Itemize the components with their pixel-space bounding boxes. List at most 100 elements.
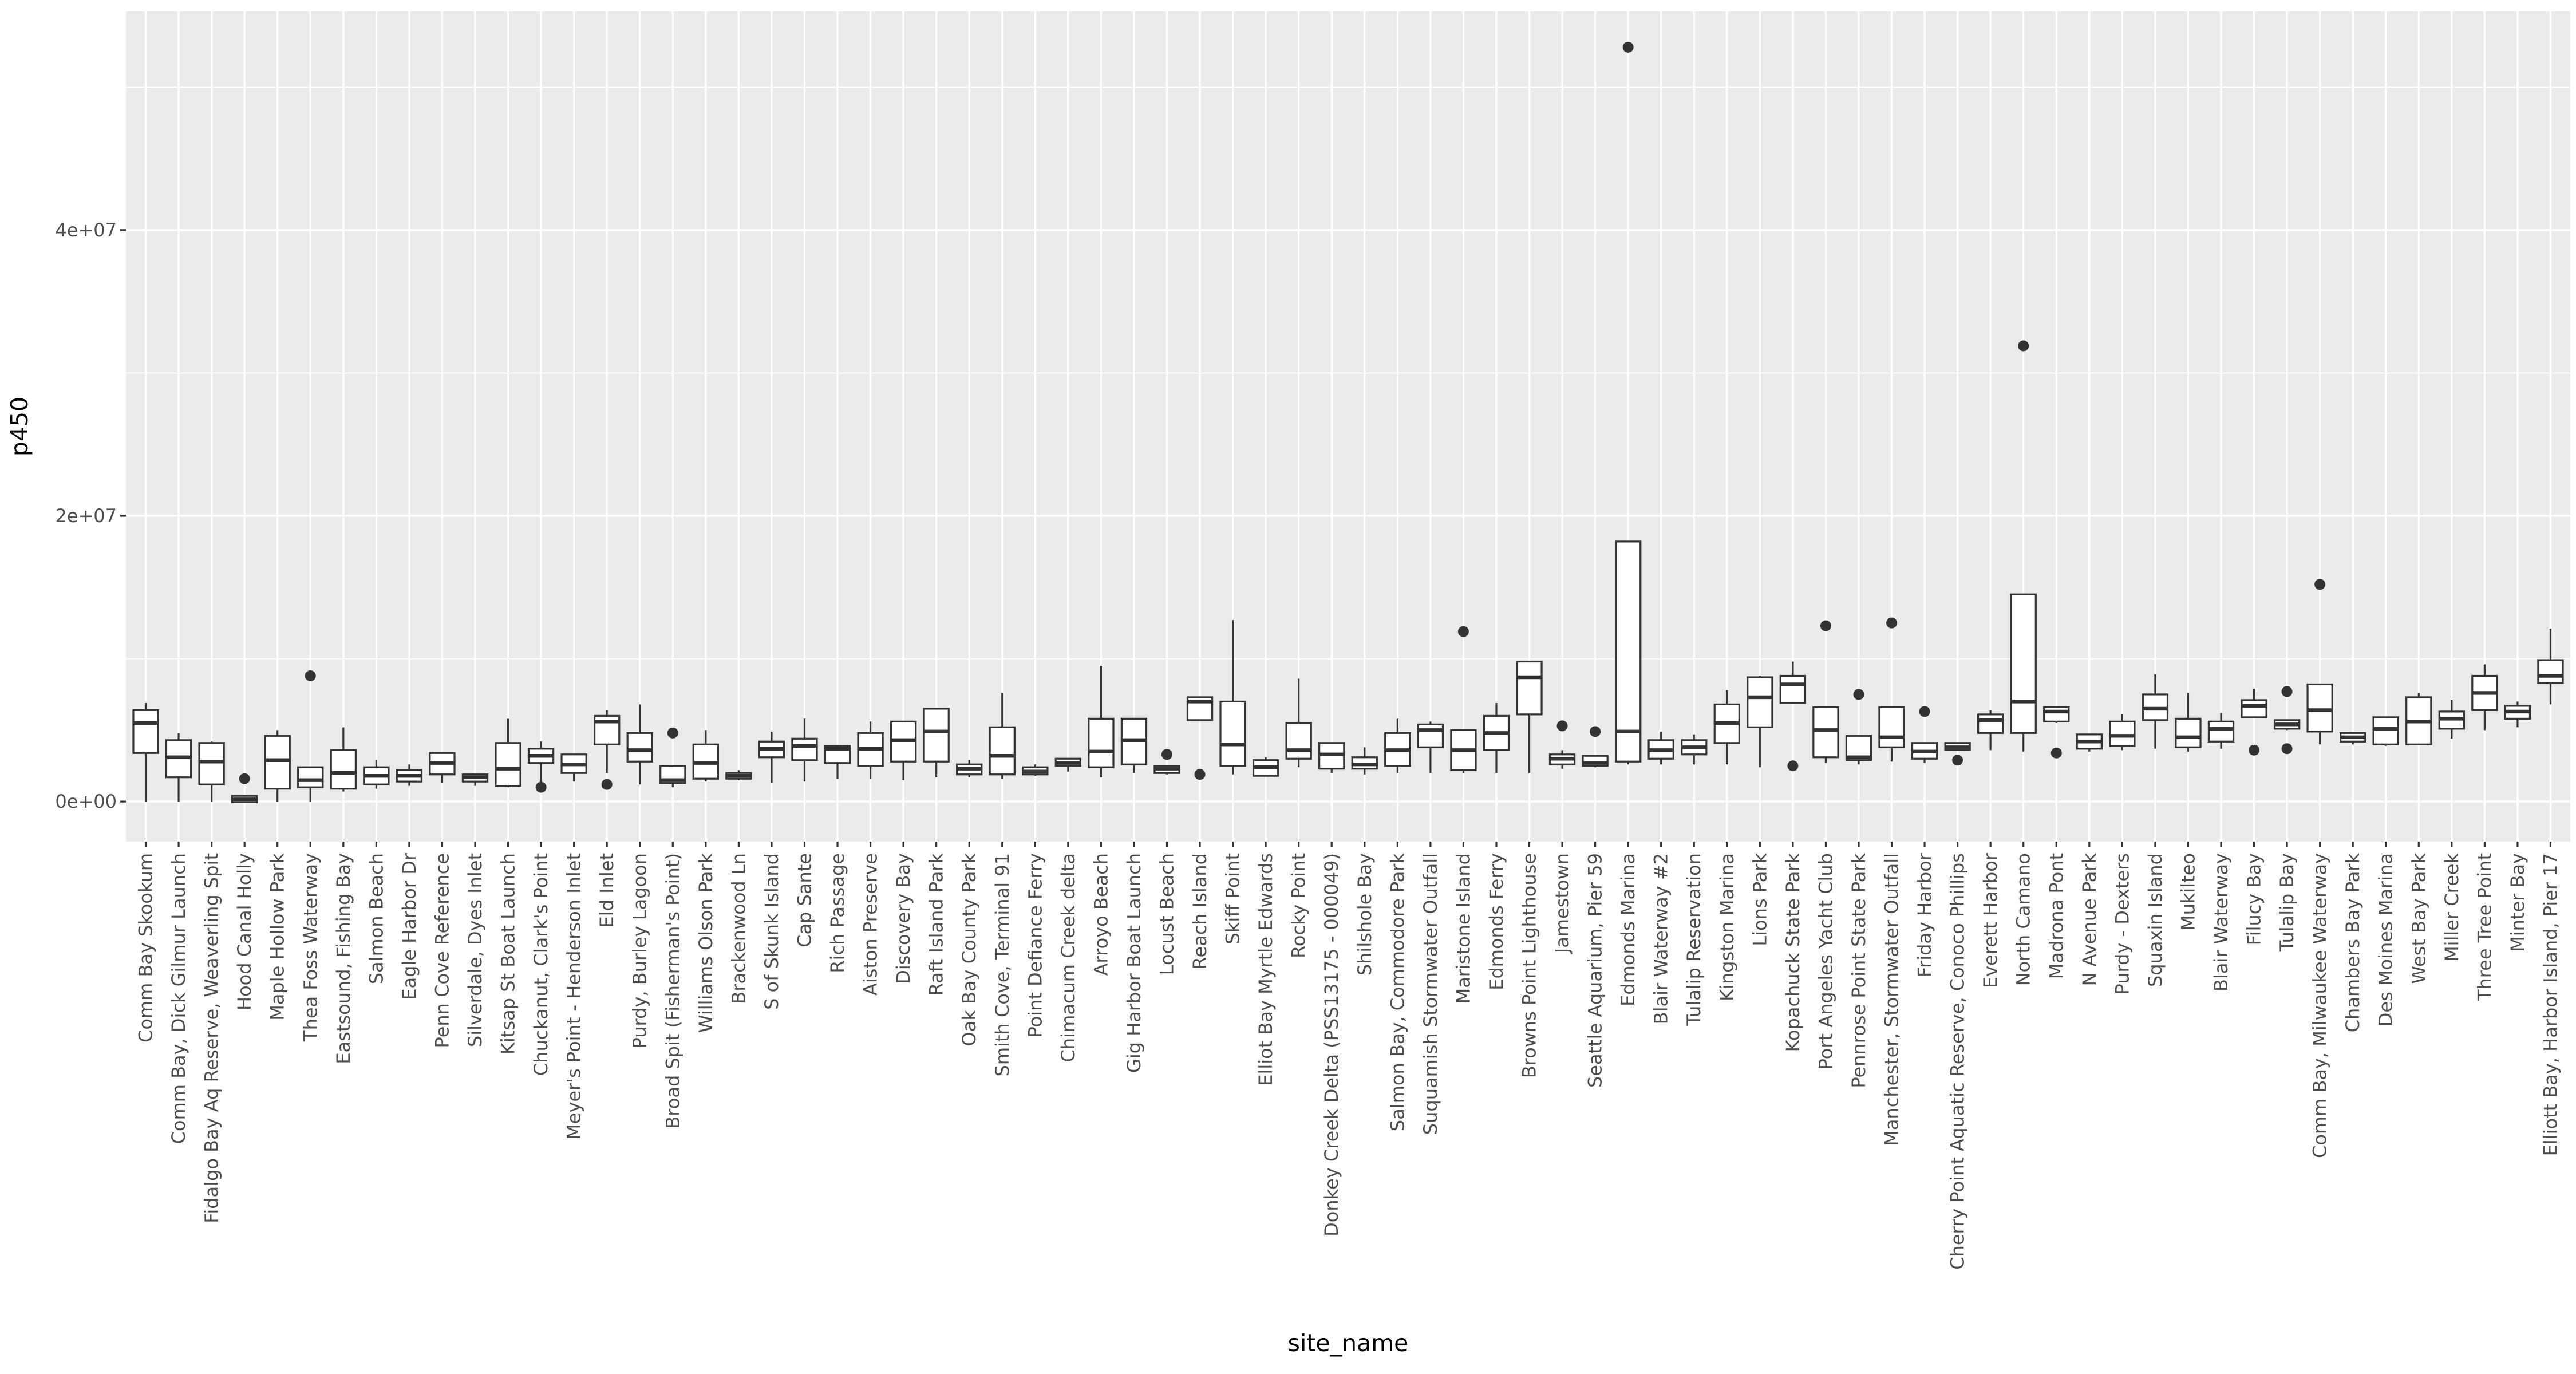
x-tick-label: Locust Beach	[1156, 853, 1178, 975]
box-43	[1516, 660, 1543, 773]
outlier-point	[1787, 760, 1799, 772]
box-11	[461, 773, 489, 786]
x-tick-label: Blair Waterway #2	[1650, 853, 1672, 1024]
outlier-point	[305, 670, 316, 681]
x-tick-label: Elliott Bay, Harbor Island, Pier 17	[2539, 853, 2561, 1156]
outlier-point	[535, 781, 547, 793]
box-13	[527, 741, 555, 793]
x-tick-label: Comm Bay, Dick Gilmur Launch	[168, 853, 189, 1144]
x-tick-label: Brackenwood Ln	[728, 853, 749, 1004]
box-4	[231, 773, 258, 803]
box-iqr	[1516, 660, 1543, 716]
outlier-point	[1194, 769, 1206, 780]
x-tick-label: Skiff Point	[1222, 853, 1244, 944]
box-45	[1582, 726, 1609, 768]
x-tick-label: Mukilteo	[2177, 853, 2199, 931]
box-24	[890, 720, 917, 780]
x-tick-label: Fidalgo Bay Aq Reserve, Weaverling Spit	[201, 853, 223, 1223]
box-iqr	[923, 708, 950, 763]
x-tick-label: Salmon Bay, Commodore Park	[1386, 853, 1408, 1132]
box-iqr	[1219, 700, 1246, 767]
x-tick-label: Eld Inlet	[596, 853, 618, 927]
box-63	[2175, 693, 2202, 752]
x-tick-label: Rich Passage	[827, 853, 848, 973]
x-tick-label: Rocky Point	[1288, 853, 1310, 958]
box-54	[1878, 617, 1905, 762]
outlier-point	[1622, 41, 1634, 53]
x-tick-label: Purdy, Burley Lagoon	[629, 853, 651, 1048]
box-14	[560, 753, 587, 782]
x-tick-label: Kingston Marina	[1716, 853, 1738, 1001]
outlier-point	[1820, 620, 1831, 631]
x-tick-label: Comm Bay Skookum	[135, 853, 157, 1043]
x-tick-label: Gig Harbor Boat Launch	[1123, 853, 1145, 1073]
box-30	[1088, 666, 1115, 777]
box-iqr	[1747, 676, 1773, 728]
box-40	[1417, 721, 1444, 773]
x-tick-label: Kitsap St Boat Launch	[497, 853, 519, 1055]
outlier-point	[2249, 744, 2260, 756]
box-31	[1120, 717, 1148, 773]
outlier-point	[2281, 743, 2293, 755]
box-iqr	[2043, 706, 2070, 722]
box-52	[1812, 620, 1839, 763]
box-23	[857, 721, 884, 779]
box-19	[725, 770, 752, 780]
box-iqr	[1878, 706, 1905, 748]
outlier-point	[1853, 689, 1864, 700]
box-67	[2306, 579, 2333, 745]
x-tick-label: Donkey Creek Delta (PSS13175 - 000049)	[1321, 853, 1342, 1237]
x-tick-label: Raft Island Park	[926, 853, 947, 996]
x-tick-label: Discovery Bay	[892, 853, 914, 984]
x-tick-label: Arroyo Beach	[1090, 853, 1112, 976]
box-60	[2076, 733, 2103, 752]
x-axis-title: site_name	[1288, 1329, 1409, 1357]
x-tick-label: Reach Island	[1189, 853, 1211, 969]
x-tick-label: Pennrose Point State Park	[1848, 853, 1870, 1088]
outlier-point	[2314, 579, 2326, 590]
x-tick-label: Tulalip Bay	[2276, 853, 2298, 952]
box-iqr	[330, 749, 357, 790]
x-tick-label: North Camano	[2013, 853, 2034, 986]
box-iqr	[2010, 593, 2037, 734]
y-axis-title: p450	[6, 397, 33, 456]
box-44	[1548, 720, 1576, 769]
outlier-point	[1919, 706, 1930, 717]
x-tick-label: S of Skunk Island	[761, 853, 783, 1010]
box-47	[1647, 731, 1674, 765]
box-28	[1022, 764, 1049, 776]
box-iqr	[264, 735, 291, 790]
box-iqr	[1779, 674, 1807, 704]
x-tick-label: Kopachuck State Park	[1782, 853, 1804, 1052]
box-iqr	[1088, 717, 1115, 768]
box-iqr	[132, 709, 159, 754]
x-tick-label: Chambers Bay Park	[2342, 853, 2364, 1033]
x-tick-label: Minter Bay	[2507, 853, 2528, 952]
outlier-point	[601, 779, 613, 790]
box-57	[1977, 710, 2004, 751]
outlier-point	[1590, 726, 1601, 737]
x-tick-label: N Avenue Park	[2079, 853, 2100, 986]
x-tick-label: Miller Creek	[2441, 853, 2463, 962]
x-tick-label: Everett Harbor	[1980, 852, 2001, 988]
box-iqr	[1977, 713, 2004, 734]
x-tick-label: Shilshole Bay	[1354, 853, 1376, 976]
box-38	[1351, 747, 1378, 775]
x-tick-label: Chuckanut, Clark's Point	[530, 853, 552, 1076]
x-tick-label: Tulalip Reservation	[1683, 853, 1705, 1026]
outlier-point	[1952, 755, 1963, 766]
box-58	[2010, 340, 2037, 752]
box-51	[1779, 661, 1807, 772]
box-iqr	[989, 726, 1016, 776]
box-55	[1911, 706, 1938, 763]
outlier-point	[1556, 720, 1568, 732]
x-tick-label: Silverdale, Dyes Inlet	[464, 853, 486, 1047]
box-15	[594, 710, 621, 790]
x-tick-label: Chimacum Creek delta	[1057, 853, 1079, 1062]
box-1	[132, 702, 159, 802]
box-59	[2043, 706, 2070, 759]
box-36	[1285, 678, 1312, 768]
x-tick-label: Lions Park	[1749, 853, 1771, 946]
box-6	[297, 670, 324, 802]
